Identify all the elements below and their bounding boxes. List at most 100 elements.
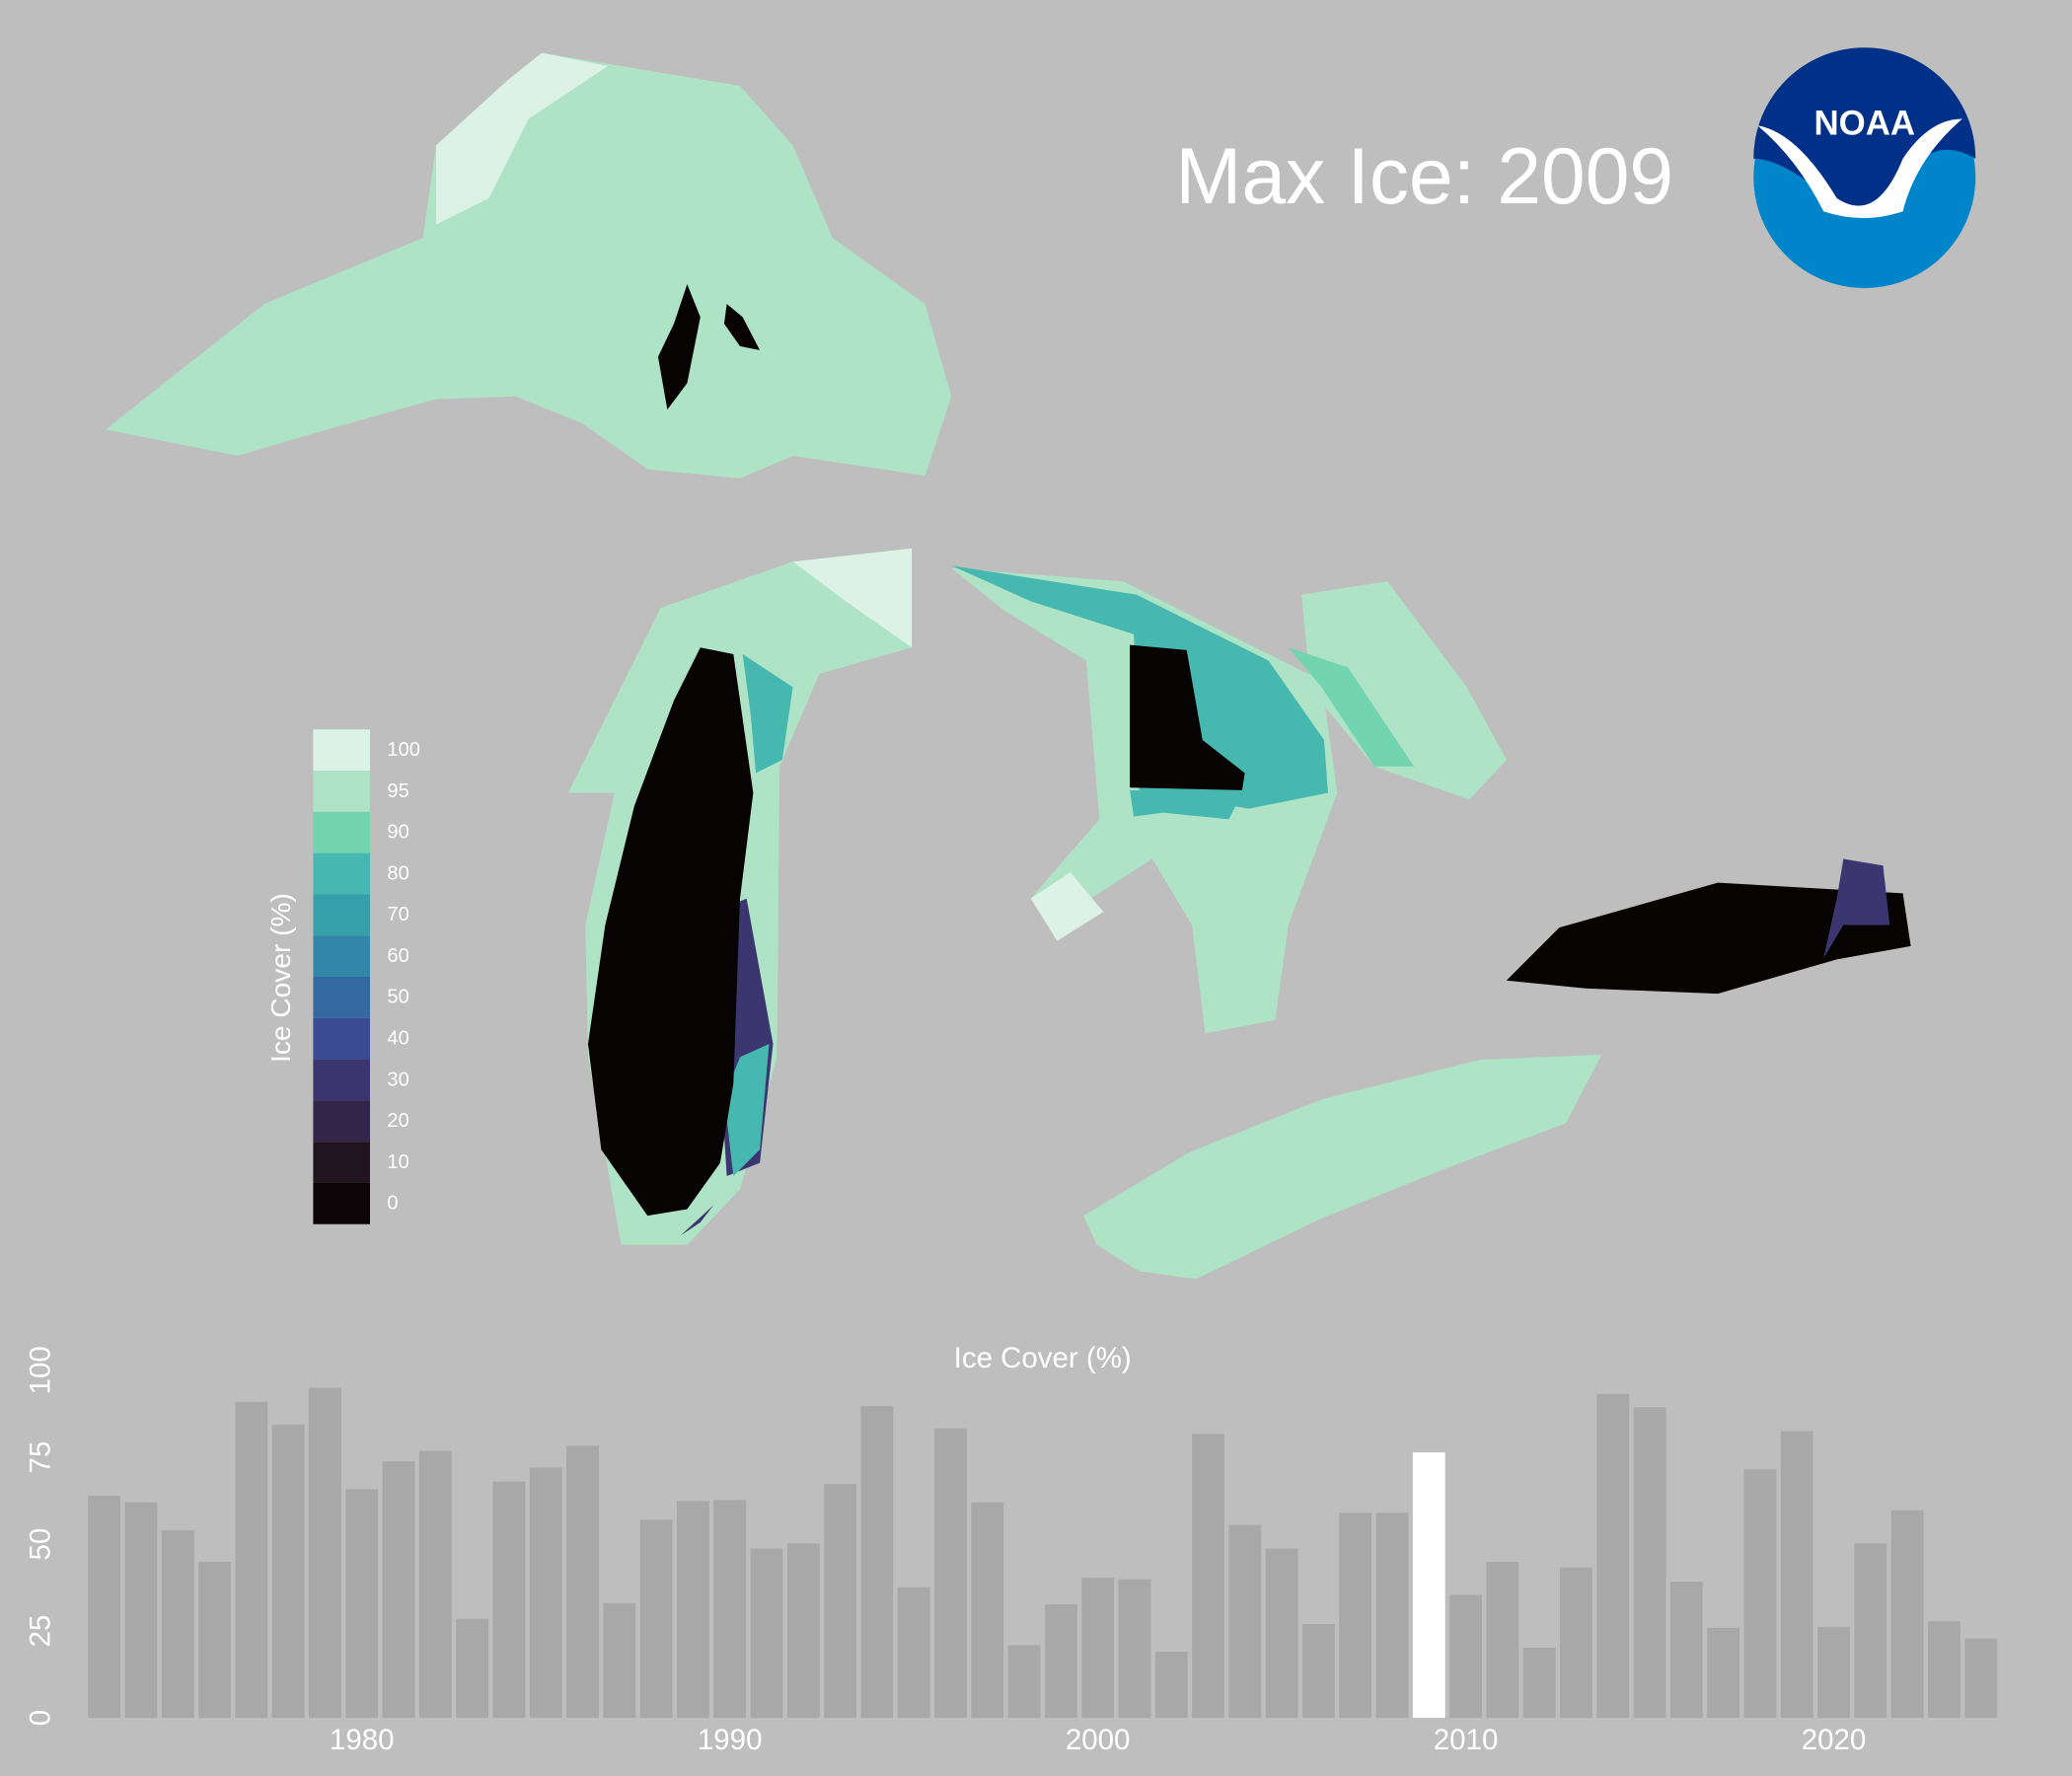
bar-chart: 0 25 50 75 100 1980 1990 2000 2010 2020 [25, 1346, 1998, 1756]
bar [1669, 1581, 1703, 1719]
bar [271, 1424, 305, 1719]
ice-area [742, 653, 793, 774]
bar [1192, 1434, 1224, 1719]
bar [1118, 1579, 1151, 1719]
legend-label: 100 [387, 739, 420, 761]
ice-area [1288, 647, 1415, 767]
bar [934, 1428, 967, 1719]
legend-label: 60 [387, 945, 408, 967]
legend-label: 0 [387, 1193, 398, 1215]
bar [1412, 1451, 1445, 1719]
bar [786, 1543, 820, 1719]
map-title: Max Ice: 2009 [1175, 132, 1673, 221]
x-tick-label: 2000 [1066, 1724, 1131, 1756]
bar [529, 1467, 562, 1719]
legend-label: 40 [387, 1028, 408, 1050]
noaa-logo: NOAA [1753, 47, 1976, 288]
ice-area [680, 1205, 714, 1236]
bar [345, 1489, 379, 1719]
bar [566, 1445, 599, 1719]
bar [1964, 1638, 1998, 1719]
bar [1927, 1621, 1961, 1719]
bar [1228, 1524, 1262, 1719]
bar [1301, 1623, 1335, 1719]
y-tick-label: 0 [25, 1710, 57, 1726]
legend-swatch [313, 1182, 370, 1224]
legend-swatch [313, 852, 370, 895]
ice-area [723, 304, 761, 350]
bar [824, 1484, 856, 1719]
bar [161, 1529, 194, 1719]
legend-label: 95 [387, 780, 408, 802]
y-tick-label: 25 [25, 1615, 57, 1648]
bar [1007, 1645, 1041, 1719]
bar [713, 1500, 747, 1719]
bar [1817, 1626, 1850, 1719]
ice-area [1130, 644, 1245, 790]
bar [235, 1401, 268, 1719]
legend-label: 20 [387, 1110, 408, 1132]
legend-title: Ice Cover (%) [265, 893, 296, 1063]
legend-label: 70 [387, 904, 408, 925]
legend-label: 10 [387, 1151, 408, 1173]
georgian-bay [1301, 581, 1507, 800]
bar [124, 1502, 158, 1719]
bar [1633, 1407, 1666, 1719]
lake-erie [1083, 1054, 1602, 1280]
ice-area [1130, 789, 1242, 820]
legend-swatch [313, 894, 370, 936]
bar [1854, 1543, 1887, 1719]
bar [1081, 1578, 1115, 1719]
x-tick-label: 2020 [1802, 1724, 1867, 1756]
bar [1044, 1603, 1077, 1719]
legend-swatch [313, 1017, 370, 1060]
legend-swatch [313, 935, 370, 977]
bar [1449, 1594, 1482, 1719]
bar [860, 1406, 894, 1719]
ice-area [435, 52, 609, 225]
x-tick-label: 1980 [330, 1724, 395, 1756]
ice-area [723, 1044, 770, 1176]
lakes [106, 52, 1911, 1280]
bar [639, 1519, 673, 1719]
bar [1743, 1469, 1777, 1719]
bar [1375, 1513, 1409, 1719]
bar [1780, 1431, 1813, 1719]
bar [1154, 1652, 1188, 1719]
logo-text: NOAA [1813, 104, 1915, 142]
bar [971, 1502, 1004, 1719]
bar [198, 1561, 231, 1719]
x-tick-label: 2010 [1434, 1724, 1499, 1756]
ice-area [587, 647, 754, 1217]
y-tick-label: 100 [25, 1346, 57, 1394]
bar [88, 1495, 121, 1719]
bar [676, 1501, 709, 1719]
bar [750, 1548, 783, 1719]
bar [1265, 1548, 1298, 1719]
ice-area [657, 283, 701, 410]
legend-swatch [313, 1100, 370, 1143]
chart-title: Ice Cover (%) [954, 1342, 1132, 1374]
lake-superior [106, 52, 952, 479]
legend-label: 90 [387, 822, 408, 844]
ice-area [1030, 871, 1104, 941]
bar [456, 1618, 489, 1719]
bar [1339, 1513, 1372, 1719]
bar [1560, 1567, 1592, 1719]
legend-swatch [313, 771, 370, 812]
bar [382, 1461, 415, 1719]
bar [1486, 1561, 1519, 1719]
legend-swatch [313, 1059, 370, 1101]
logo-gull [1757, 118, 1962, 218]
x-tick-label: 1990 [698, 1724, 763, 1756]
lake-ontario [1506, 882, 1911, 995]
bar [1596, 1393, 1630, 1719]
legend-swatch [313, 1142, 370, 1183]
bar [1707, 1627, 1740, 1719]
bar [1522, 1647, 1556, 1719]
legend-label: 50 [387, 987, 408, 1008]
legend-label: 80 [387, 862, 408, 884]
